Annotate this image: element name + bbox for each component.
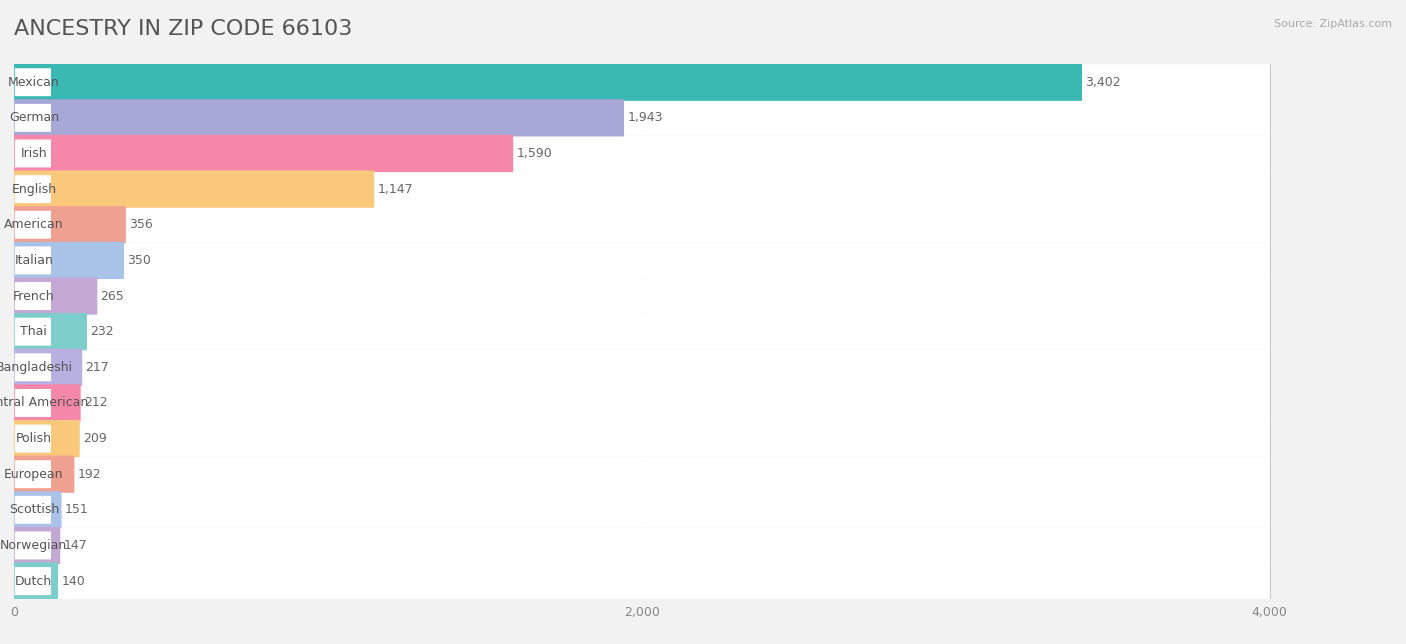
FancyBboxPatch shape xyxy=(14,242,124,279)
FancyBboxPatch shape xyxy=(15,531,51,560)
Text: 140: 140 xyxy=(62,574,84,587)
Text: Source: ZipAtlas.com: Source: ZipAtlas.com xyxy=(1274,19,1392,30)
FancyBboxPatch shape xyxy=(14,455,75,493)
FancyBboxPatch shape xyxy=(14,278,97,315)
FancyBboxPatch shape xyxy=(15,460,51,488)
Text: European: European xyxy=(4,468,63,480)
FancyBboxPatch shape xyxy=(15,211,51,239)
FancyBboxPatch shape xyxy=(15,496,51,524)
FancyBboxPatch shape xyxy=(14,350,1270,385)
FancyBboxPatch shape xyxy=(14,314,1270,350)
Text: Polish: Polish xyxy=(15,432,52,445)
FancyBboxPatch shape xyxy=(14,457,1270,492)
FancyBboxPatch shape xyxy=(15,317,51,346)
Text: 232: 232 xyxy=(90,325,114,338)
Text: 1,943: 1,943 xyxy=(627,111,662,124)
Text: Norwegian: Norwegian xyxy=(0,539,67,552)
FancyBboxPatch shape xyxy=(15,567,51,595)
FancyBboxPatch shape xyxy=(14,420,80,457)
FancyBboxPatch shape xyxy=(14,562,58,600)
FancyBboxPatch shape xyxy=(14,207,1270,243)
FancyBboxPatch shape xyxy=(14,64,1083,101)
FancyBboxPatch shape xyxy=(14,171,1270,207)
FancyBboxPatch shape xyxy=(14,348,83,386)
FancyBboxPatch shape xyxy=(14,243,1270,278)
Text: 192: 192 xyxy=(77,468,101,480)
FancyBboxPatch shape xyxy=(14,491,62,529)
Text: Scottish: Scottish xyxy=(8,504,59,516)
Text: ANCESTRY IN ZIP CODE 66103: ANCESTRY IN ZIP CODE 66103 xyxy=(14,19,353,39)
Text: 265: 265 xyxy=(101,290,124,303)
FancyBboxPatch shape xyxy=(14,100,1270,136)
Text: 151: 151 xyxy=(65,504,89,516)
FancyBboxPatch shape xyxy=(14,135,513,172)
Text: 350: 350 xyxy=(127,254,150,267)
FancyBboxPatch shape xyxy=(14,171,374,208)
FancyBboxPatch shape xyxy=(14,206,127,243)
FancyBboxPatch shape xyxy=(14,313,87,350)
Text: Mexican: Mexican xyxy=(8,76,59,89)
Text: 217: 217 xyxy=(86,361,110,374)
Text: English: English xyxy=(11,183,56,196)
Text: French: French xyxy=(13,290,55,303)
Text: 3,402: 3,402 xyxy=(1085,76,1121,89)
FancyBboxPatch shape xyxy=(15,424,51,453)
FancyBboxPatch shape xyxy=(15,282,51,310)
Text: Thai: Thai xyxy=(21,325,48,338)
Text: 1,147: 1,147 xyxy=(377,183,413,196)
FancyBboxPatch shape xyxy=(15,104,51,132)
Text: American: American xyxy=(4,218,63,231)
FancyBboxPatch shape xyxy=(15,354,51,381)
FancyBboxPatch shape xyxy=(14,564,1270,599)
Text: 212: 212 xyxy=(84,397,107,410)
FancyBboxPatch shape xyxy=(14,421,1270,457)
FancyBboxPatch shape xyxy=(14,99,624,137)
FancyBboxPatch shape xyxy=(15,389,51,417)
FancyBboxPatch shape xyxy=(15,68,51,96)
Text: Irish: Irish xyxy=(21,147,48,160)
FancyBboxPatch shape xyxy=(15,175,51,203)
Text: Italian: Italian xyxy=(14,254,53,267)
Text: Bangladeshi: Bangladeshi xyxy=(0,361,72,374)
FancyBboxPatch shape xyxy=(14,136,1270,171)
Text: Dutch: Dutch xyxy=(15,574,52,587)
FancyBboxPatch shape xyxy=(14,384,80,422)
Text: 147: 147 xyxy=(63,539,87,552)
FancyBboxPatch shape xyxy=(14,527,1270,564)
Text: 1,590: 1,590 xyxy=(516,147,553,160)
FancyBboxPatch shape xyxy=(14,64,1270,100)
FancyBboxPatch shape xyxy=(14,278,1270,314)
FancyBboxPatch shape xyxy=(15,140,51,167)
FancyBboxPatch shape xyxy=(14,385,1270,421)
FancyBboxPatch shape xyxy=(14,492,1270,527)
Text: German: German xyxy=(8,111,59,124)
FancyBboxPatch shape xyxy=(15,247,51,274)
Text: 356: 356 xyxy=(129,218,153,231)
FancyBboxPatch shape xyxy=(14,527,60,564)
Text: 209: 209 xyxy=(83,432,107,445)
Text: Central American: Central American xyxy=(0,397,89,410)
